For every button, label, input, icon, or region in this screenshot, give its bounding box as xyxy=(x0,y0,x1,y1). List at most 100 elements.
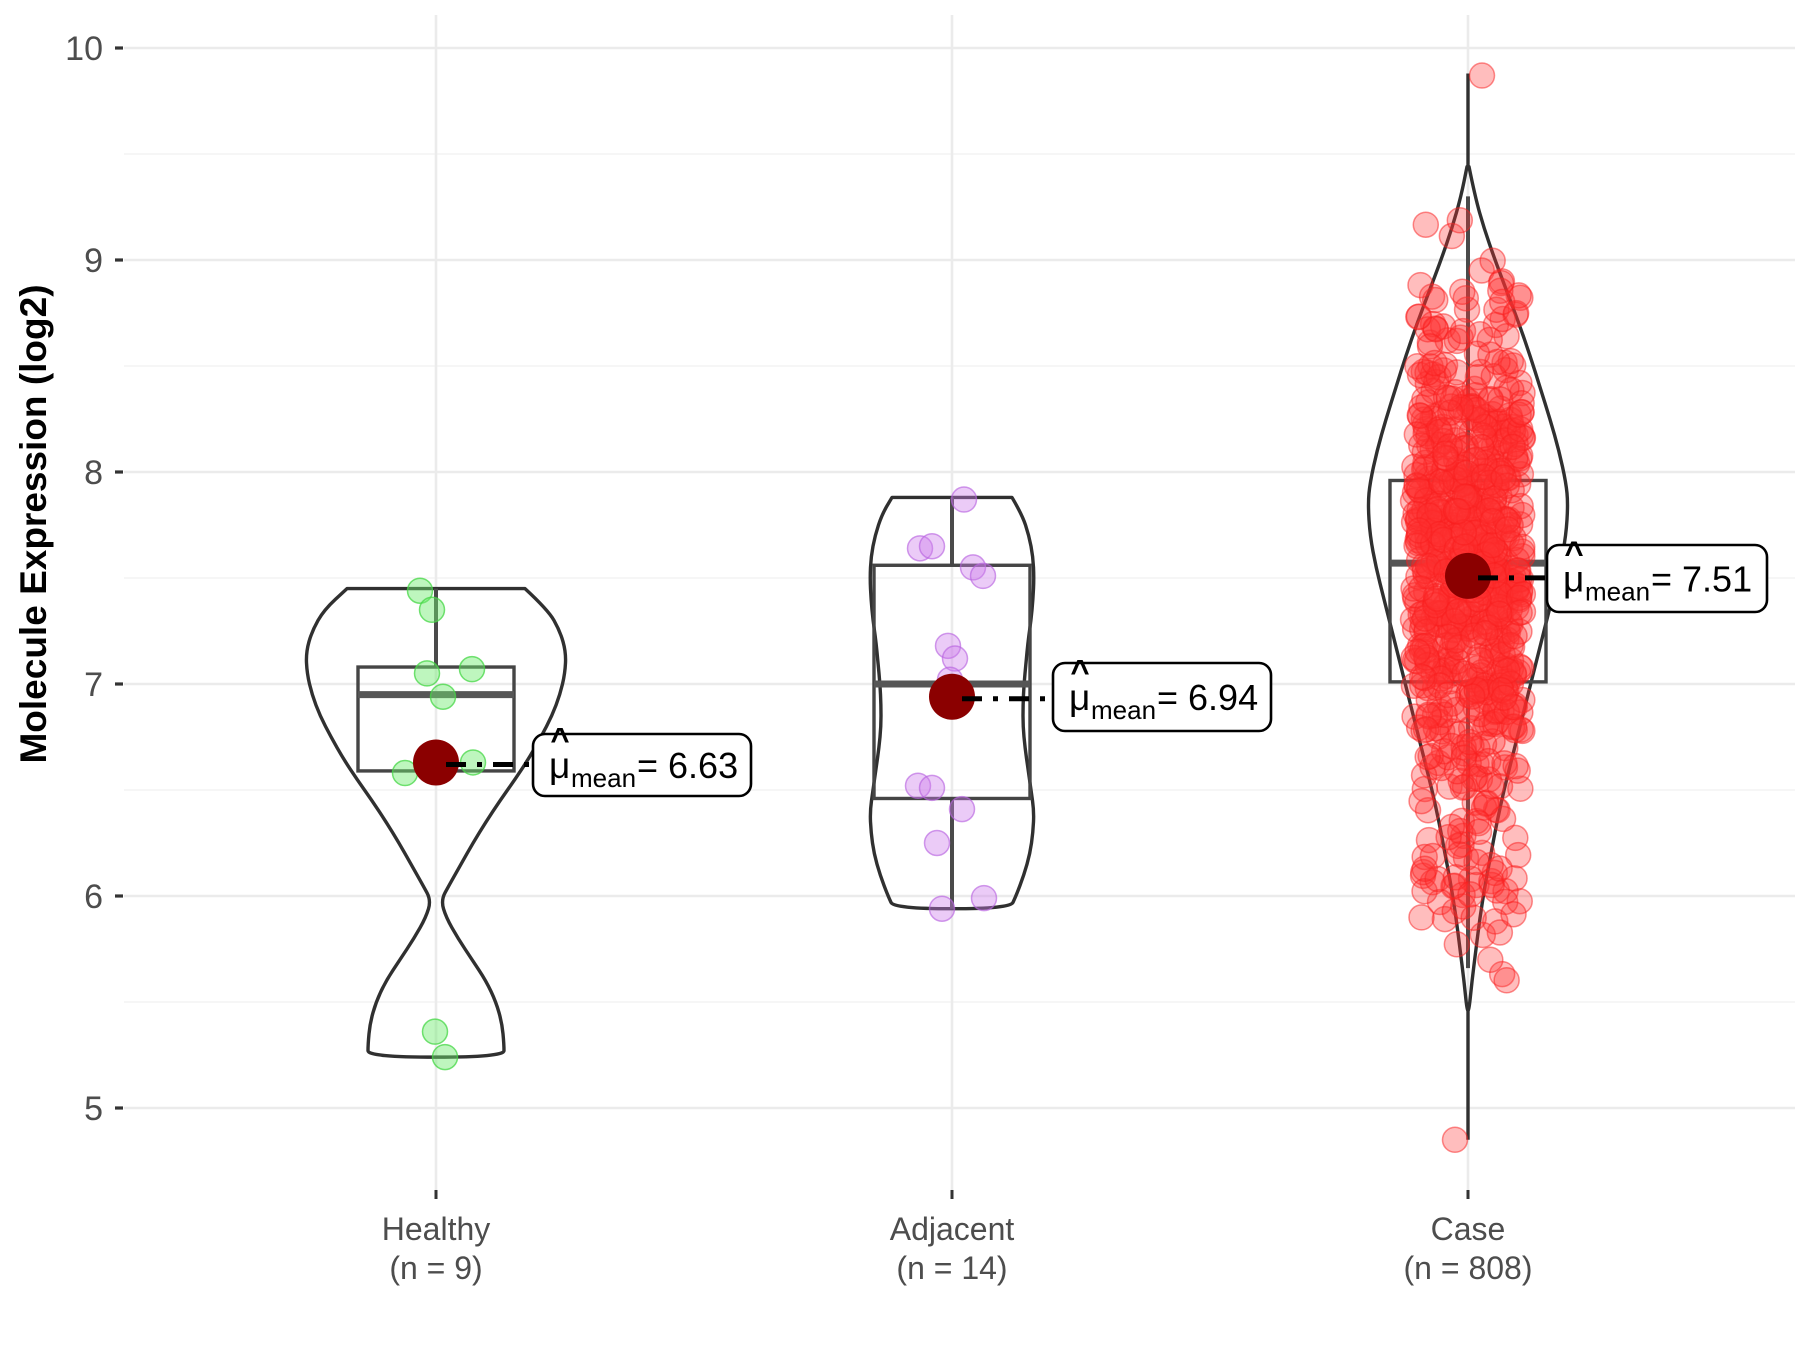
data-point-adjacent xyxy=(923,829,951,857)
x-axis-label-adjacent: Adjacent xyxy=(890,1211,1015,1247)
jitter-points xyxy=(391,62,1537,1154)
data-point-case xyxy=(1404,352,1431,380)
data-point-case xyxy=(1432,440,1459,467)
mean-label-box xyxy=(1545,543,1769,614)
data-point-case xyxy=(1463,848,1490,876)
data-point-case xyxy=(1465,818,1493,845)
data-point-healthy xyxy=(431,1043,459,1071)
data-point-case xyxy=(1451,483,1479,510)
data-point-case xyxy=(1411,843,1438,871)
y-tick-label: 8 xyxy=(84,454,103,492)
x-axis-label-healthy: Healthy xyxy=(382,1211,491,1247)
data-point-case xyxy=(1437,399,1464,426)
data-point-case xyxy=(1435,385,1463,412)
y-axis-title: Molecule Expression (log2) xyxy=(13,284,54,764)
data-point-healthy xyxy=(406,577,434,604)
y-tick-label: 9 xyxy=(84,242,103,280)
data-point-case xyxy=(1450,519,1478,546)
data-point-adjacent xyxy=(948,795,976,823)
data-point-case xyxy=(1450,744,1477,771)
data-point-case xyxy=(1449,881,1476,909)
data-point-case xyxy=(1443,931,1471,958)
data-point-case xyxy=(1506,599,1533,626)
data-point-case xyxy=(1468,62,1496,89)
data-point-case xyxy=(1411,664,1438,692)
data-point-case xyxy=(1497,347,1525,375)
data-point-case xyxy=(1493,967,1520,994)
data-point-case xyxy=(1509,717,1536,745)
data-point-case xyxy=(1453,296,1481,323)
data-point-case xyxy=(1484,348,1511,376)
data-point-case xyxy=(1475,497,1502,524)
data-point-adjacent xyxy=(950,486,978,513)
data-point-case xyxy=(1405,517,1433,544)
data-point-case xyxy=(1457,881,1484,908)
data-point-case xyxy=(1442,864,1470,891)
data-point-case xyxy=(1460,904,1487,931)
mean-label-mu: μ xyxy=(1069,677,1090,718)
data-point-case xyxy=(1466,321,1494,348)
data-point-case xyxy=(1449,317,1477,345)
y-tick-label: 6 xyxy=(84,878,103,916)
mean-label-box xyxy=(531,732,753,798)
data-point-case xyxy=(1508,398,1535,426)
data-point-case xyxy=(1472,790,1500,817)
data-point-case xyxy=(1460,765,1488,792)
data-point-adjacent xyxy=(934,632,962,660)
data-point-case xyxy=(1478,772,1505,800)
data-point-adjacent xyxy=(918,774,946,802)
mean-label-sub: mean xyxy=(1091,695,1156,725)
mean-dot-case xyxy=(1445,552,1491,599)
data-point-case xyxy=(1407,271,1434,299)
data-point-case xyxy=(1472,619,1499,647)
data-point-case xyxy=(1412,716,1440,743)
data-point-case xyxy=(1408,904,1435,931)
mean-dot-healthy xyxy=(413,739,459,786)
data-point-case xyxy=(1486,919,1514,946)
data-point-case xyxy=(1479,507,1506,535)
data-point-case xyxy=(1408,787,1435,815)
data-point-case xyxy=(1449,774,1477,801)
mean-label-sub: mean xyxy=(571,763,636,793)
data-point-case xyxy=(1458,683,1486,710)
data-point-case xyxy=(1501,865,1528,892)
data-point-case xyxy=(1410,717,1437,744)
mean-dot-adjacent xyxy=(929,673,975,720)
data-point-case xyxy=(1401,453,1428,481)
mean-label-sub: mean xyxy=(1585,577,1650,607)
data-point-case xyxy=(1407,575,1435,602)
data-point-case xyxy=(1500,713,1528,740)
data-point-case xyxy=(1470,463,1498,491)
data-point-case xyxy=(1403,421,1431,448)
data-point-healthy xyxy=(429,683,457,710)
data-point-case xyxy=(1435,823,1462,851)
mean-markers xyxy=(413,552,1491,786)
mean-label-mu: μ xyxy=(1563,559,1584,600)
data-point-case xyxy=(1467,433,1495,461)
data-point-case xyxy=(1490,684,1518,711)
data-point-case xyxy=(1444,498,1472,525)
data-point-case xyxy=(1504,841,1532,869)
data-point-case xyxy=(1405,303,1433,330)
data-point-case xyxy=(1485,600,1513,628)
data-point-case xyxy=(1415,826,1443,854)
data-point-adjacent xyxy=(904,772,932,800)
data-point-case xyxy=(1443,758,1471,785)
data-point-healthy xyxy=(458,655,486,683)
data-point-case xyxy=(1456,728,1483,756)
data-point-case xyxy=(1477,385,1504,413)
mean-label-value: = 6.94 xyxy=(1157,677,1258,718)
data-point-case xyxy=(1453,459,1480,487)
data-point-case xyxy=(1449,278,1476,306)
data-point-case xyxy=(1506,887,1533,915)
data-point-case xyxy=(1504,757,1531,784)
data-point-healthy xyxy=(413,660,441,687)
data-point-case xyxy=(1411,605,1439,632)
data-point-case xyxy=(1438,813,1466,841)
data-point-case xyxy=(1418,283,1446,310)
data-point-case xyxy=(1414,743,1441,771)
data-point-case xyxy=(1419,842,1447,870)
data-point-case xyxy=(1441,1126,1469,1154)
